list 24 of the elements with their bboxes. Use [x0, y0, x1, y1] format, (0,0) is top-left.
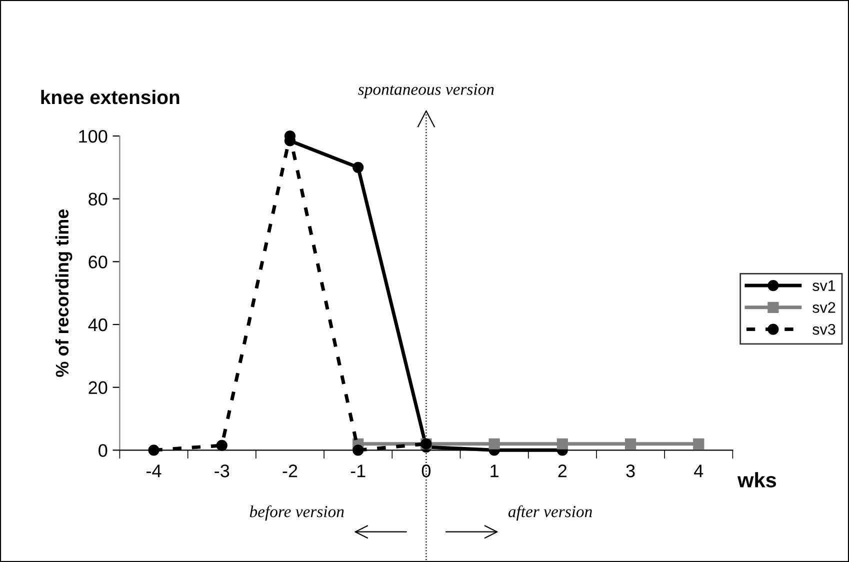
x-tick-label: 1	[490, 464, 498, 478]
x-tick-label: -2	[282, 464, 298, 478]
legend-label: sv3	[812, 324, 836, 335]
legend-label: sv1	[812, 280, 836, 292]
y-tick-label: 20	[88, 381, 108, 394]
x-tick-label: 0	[422, 464, 431, 478]
y-tick-label: 60	[88, 256, 108, 268]
text: after version	[508, 505, 592, 521]
x-tick-label: 3	[626, 464, 635, 478]
y-tick-label: 80	[88, 192, 108, 206]
y-tick-label: 0	[98, 444, 108, 457]
x-axis-title: wks	[737, 472, 776, 488]
ref-line-label: spontaneous version	[358, 84, 494, 98]
x-tick-label: 2	[558, 464, 567, 478]
chart-title: knee extension	[41, 90, 180, 104]
x-tick-label: 4	[694, 464, 704, 478]
y-axis-title: % of recording time	[55, 209, 72, 377]
text: before version	[250, 505, 344, 521]
y-tick-label: 40	[88, 318, 108, 332]
x-tick-label: -1	[350, 464, 366, 478]
x-tick-label: -3	[214, 464, 230, 478]
x-tick-label: -4	[146, 464, 162, 478]
y-tick-label: 100	[79, 130, 108, 143]
legend-label: sv2	[812, 302, 836, 313]
